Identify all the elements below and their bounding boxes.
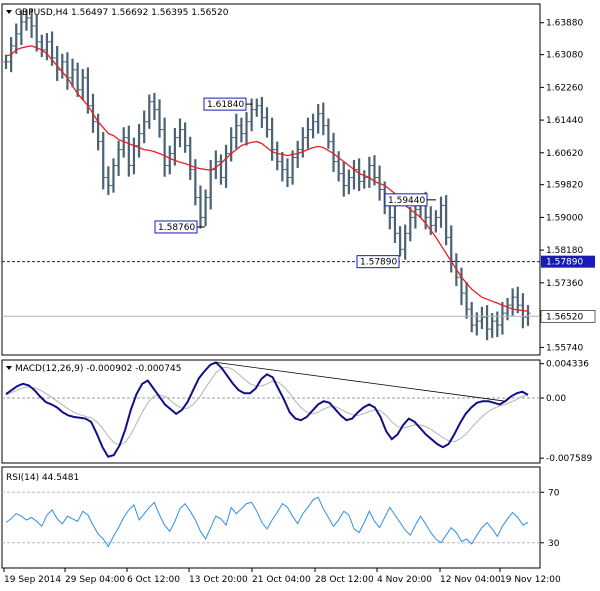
price-tick-label: 1.62260 [546,83,583,93]
price-tick-label: 1.63880 [546,19,583,29]
macd-tick-label: -0.007589 [546,454,592,464]
hline-axis-label: 1.57890 [546,258,583,268]
annotation-box [356,255,400,269]
x-tick-label: 19 Nov 12:00 [500,575,561,585]
price-tick-label: 1.60620 [546,149,583,159]
rsi-panel-frame [1,466,541,569]
collapse-triangle-icon [6,10,12,14]
macd-tick-label: 0.00 [546,394,566,404]
macd-trendline [215,361,506,402]
price-tick-label: 1.57360 [546,279,583,289]
annotation-label: 1.57890 [360,258,397,268]
rsi-tick-label: 30 [548,539,560,549]
moving-average-line [5,45,529,312]
price-tick-label: 1.58180 [546,246,583,256]
symbol-header: GBPUSD,H4 1.56497 1.56692 1.56395 1.5652… [15,8,229,18]
collapse-triangle-icon [6,366,12,370]
x-tick-label: 4 Nov 20:00 [377,575,432,585]
price-tick-label: 1.63080 [546,51,583,61]
macd-main-line [5,361,529,458]
x-tick-label: 6 Oct 12:00 [127,575,180,585]
price-tick-label: 1.55740 [546,343,583,353]
x-tick-label: 21 Oct 04:00 [252,575,311,585]
x-tick-label: 13 Oct 20:00 [189,575,248,585]
hline-axis-label-bg [541,255,595,268]
rsi-line [5,496,529,548]
macd-label: MACD(12,26,9) -0.000902 -0.000745 [15,364,181,374]
macd-tick-label: 0.004336 [546,360,589,370]
x-tick-label: 28 Oct 12:00 [315,575,374,585]
x-tick-label: 12 Nov 04:00 [440,575,501,585]
price-tick-label: 1.59820 [546,181,583,191]
price-tick-label: 1.61440 [546,116,583,126]
annotation-label: 1.59440 [388,196,425,206]
macd-panel-frame [1,359,541,464]
x-tick-label: 29 Sep 04:00 [65,575,125,585]
rsi-label: RSI(14) 44.5481 [6,473,79,483]
price-tick-label: 1.59000 [546,213,583,223]
current-price-label-bg [540,310,596,323]
annotation-label: 1.61840 [207,100,244,110]
price-panel-frame [1,3,541,356]
macd-signal-line [5,366,529,446]
rsi-tick-label: 70 [548,488,560,498]
annotation-label: 1.58760 [158,223,195,233]
x-tick-label: 19 Sep 2014 [4,575,61,585]
current-price-label: 1.56520 [546,312,583,322]
